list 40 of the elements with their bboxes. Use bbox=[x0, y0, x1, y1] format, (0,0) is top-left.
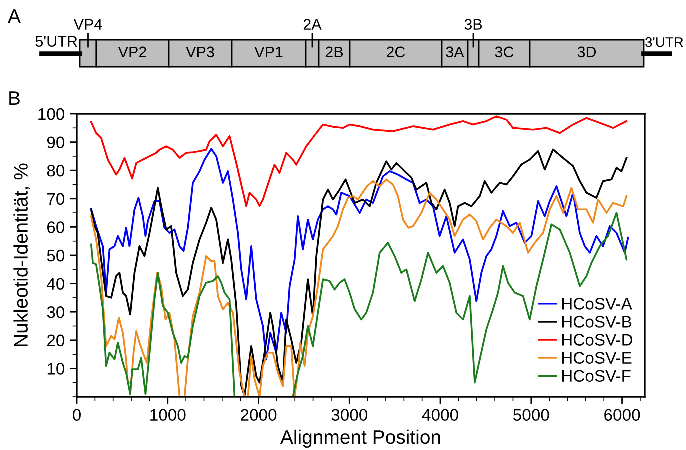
y-tick-label: 20 bbox=[47, 334, 65, 347]
chart-title: B bbox=[10, 92, 20, 106]
category-label: VP2 bbox=[118, 46, 146, 58]
category-label: 3A bbox=[446, 46, 464, 58]
y-tick-label: 60 bbox=[48, 222, 65, 234]
category-label: VP4 bbox=[74, 19, 102, 30]
y-tick-label: 10 bbox=[48, 363, 65, 375]
category-label: 3'UTR bbox=[646, 37, 684, 48]
x-axis-title: Alignment Position bbox=[280, 430, 440, 448]
legend-label: HCoSV-A bbox=[562, 298, 632, 310]
category-label: 5'UTR bbox=[36, 36, 78, 47]
y-axis-title: Nukleotid-Identität, % bbox=[14, 164, 30, 346]
y-tick-label: 80 bbox=[47, 165, 65, 177]
category-label: VP1 bbox=[254, 46, 283, 58]
legend-label: HCoSV-E bbox=[562, 352, 632, 364]
y-tick-label: 100 bbox=[38, 108, 65, 120]
category-label: 2B bbox=[326, 46, 344, 58]
y-tick-label: 50 bbox=[47, 250, 65, 262]
category-label: 3C bbox=[495, 46, 514, 58]
category-label: 2A bbox=[304, 19, 322, 30]
x-tick-label: 1000 bbox=[150, 409, 186, 422]
legend-label: HCoSV-F bbox=[562, 370, 631, 382]
category-label: VP3 bbox=[186, 46, 214, 58]
legend-label: HCoSV-D bbox=[562, 334, 633, 346]
category-label: 2C bbox=[387, 46, 406, 58]
y-tick-label: 30 bbox=[47, 306, 65, 318]
category-label: 3B bbox=[464, 19, 482, 30]
line-series bbox=[90, 116, 628, 208]
x-tick-label: 5000 bbox=[514, 409, 550, 422]
category-label: 3D bbox=[578, 46, 596, 58]
x-tick-label: 6000 bbox=[604, 409, 640, 422]
text: A bbox=[8, 10, 21, 24]
x-tick-label: 2000 bbox=[241, 409, 277, 422]
x-tick-label: 3000 bbox=[332, 409, 368, 422]
x-tick-label: 4000 bbox=[422, 409, 458, 422]
x-tick-label: 0 bbox=[73, 409, 81, 422]
y-tick-label: 40 bbox=[47, 278, 65, 290]
legend-label: HCoSV-B bbox=[562, 316, 632, 328]
y-tick-label: 70 bbox=[48, 193, 65, 206]
y-tick-label: 90 bbox=[47, 136, 65, 149]
